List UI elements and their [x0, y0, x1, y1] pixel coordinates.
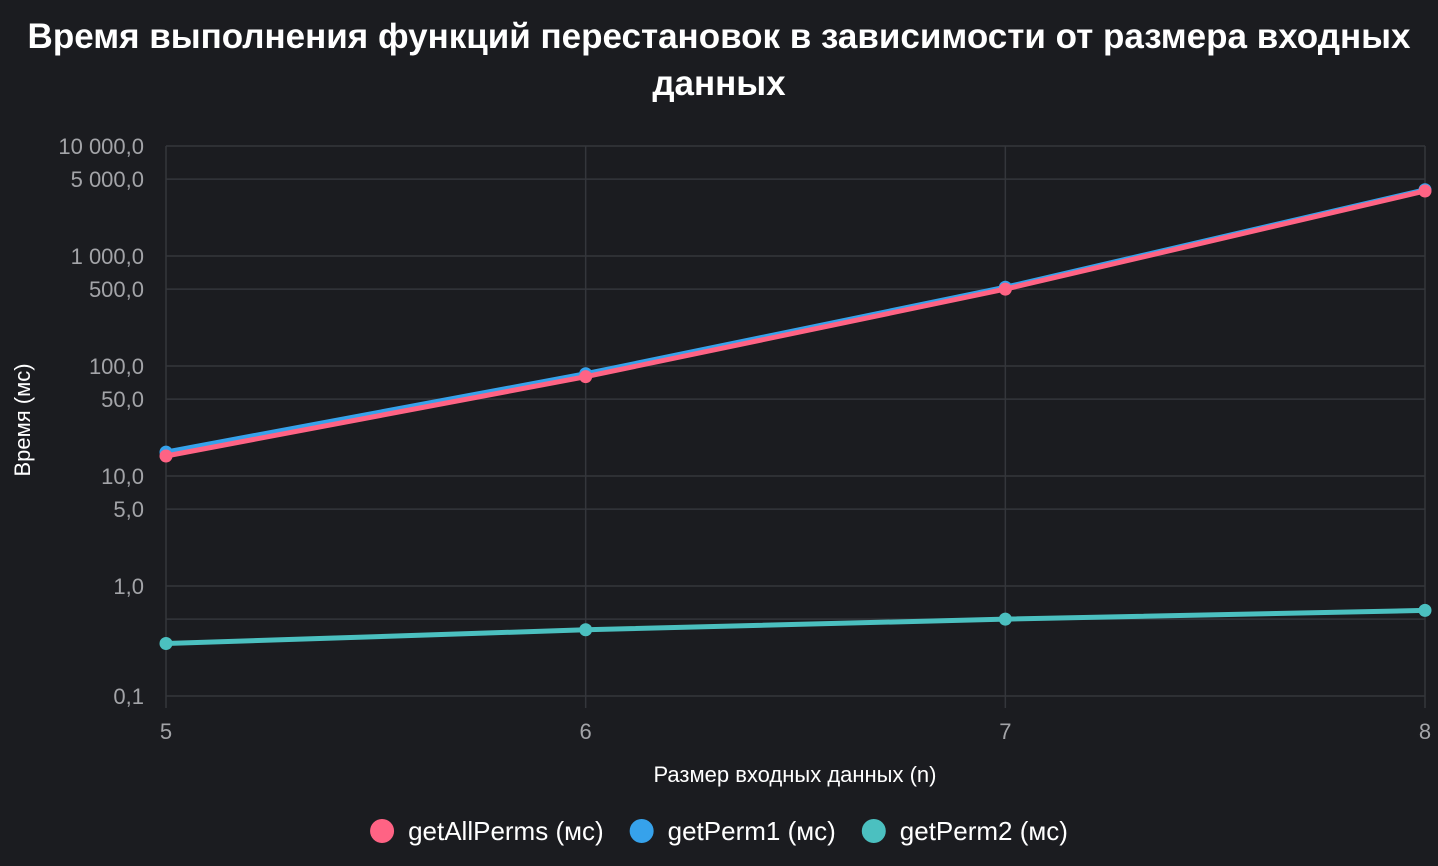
series	[159, 603, 1432, 651]
data-point[interactable]	[1418, 184, 1432, 198]
x-tick-label: 5	[160, 719, 172, 744]
y-axis-title: Время (мс)	[10, 363, 35, 476]
chart-title-line-1: Время выполнения функций перестановок в …	[28, 17, 1411, 56]
series-line	[163, 607, 1428, 647]
chart-title-line-2: данных	[652, 64, 786, 103]
data-point[interactable]	[998, 282, 1012, 296]
y-tick-label: 5,0	[113, 497, 144, 522]
legend-label: getAllPerms (мс)	[408, 816, 604, 846]
data-point[interactable]	[579, 623, 593, 637]
data-point[interactable]	[998, 612, 1012, 626]
y-tick-label: 0,1	[113, 684, 144, 709]
series	[159, 184, 1432, 463]
data-point[interactable]	[159, 449, 173, 463]
y-axis-ticks: 10 000,0 5 000,0 1 000,0 500,0 100,0 50,0 10,0…	[58, 134, 144, 709]
y-gridlines	[166, 145, 1425, 697]
y-tick-label: 50,0	[101, 387, 144, 412]
x-axis-ticks: 5 6 7 8	[160, 719, 1431, 744]
data-point[interactable]	[579, 370, 593, 384]
x-axis-title: Размер входных данных (n)	[653, 762, 936, 787]
legend-swatch	[370, 819, 395, 843]
chart-title: Время выполнения функций перестановок в …	[28, 17, 1411, 103]
series-line	[163, 187, 1428, 455]
data-point[interactable]	[1418, 603, 1432, 617]
x-tick-label: 8	[1419, 719, 1431, 744]
series-layer	[159, 183, 1432, 651]
data-point[interactable]	[159, 637, 173, 651]
legend-item[interactable]: getPerm2 (мс)	[861, 816, 1068, 846]
x-tick-label: 6	[580, 719, 592, 744]
y-tick-label: 1,0	[113, 574, 144, 599]
x-tick-label: 7	[999, 719, 1011, 744]
legend-swatch	[629, 819, 654, 843]
series	[159, 183, 1432, 459]
series-line	[163, 188, 1428, 459]
y-tick-label: 5 000,0	[71, 167, 144, 192]
legend-item[interactable]: getAllPerms (мс)	[370, 816, 604, 846]
y-tick-label: 10 000,0	[58, 134, 144, 159]
legend-swatch	[861, 819, 886, 843]
legend: getAllPerms (мс) getPerm1 (мс) getPerm2 (м…	[370, 816, 1068, 846]
y-tick-label: 500,0	[89, 277, 144, 302]
legend-label: getPerm2 (мс)	[900, 816, 1068, 846]
y-tick-label: 100,0	[89, 354, 144, 379]
y-tick-label: 10,0	[101, 464, 144, 489]
y-tick-label: 1 000,0	[71, 244, 144, 269]
legend-label: getPerm1 (мс)	[668, 816, 836, 846]
legend-item[interactable]: getPerm1 (мс)	[629, 816, 836, 846]
